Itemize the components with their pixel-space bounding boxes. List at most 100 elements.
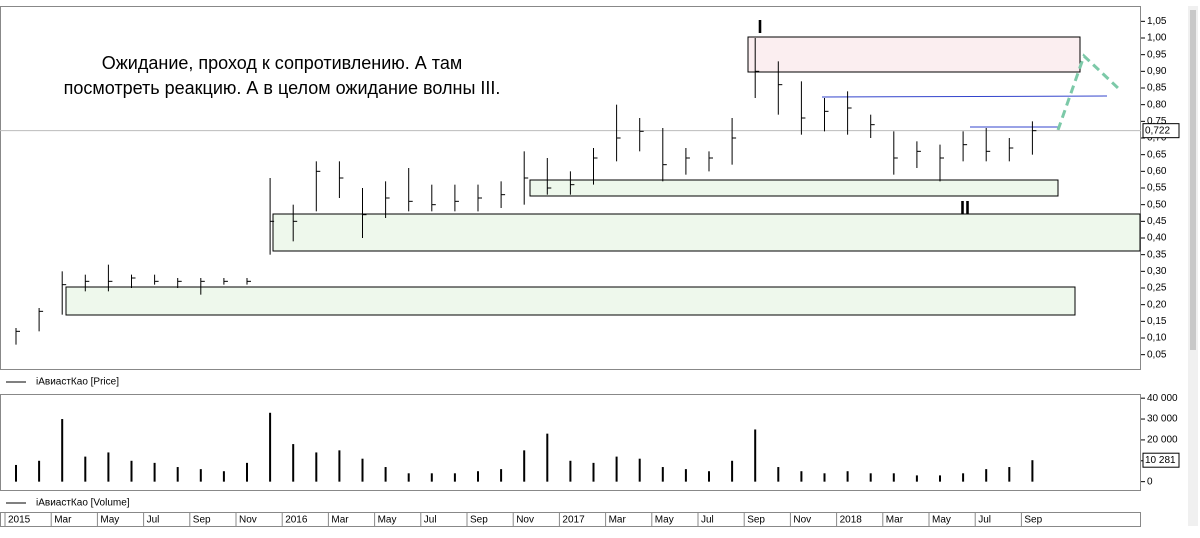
volume-bar (939, 475, 941, 482)
y-tick-label: 0,85 (1147, 83, 1167, 94)
volume-bar (638, 458, 641, 482)
y-tick-label: 1,00 (1147, 33, 1167, 44)
x-tick-label: Sep (1024, 515, 1042, 526)
x-tick-label: May (932, 515, 951, 526)
annotation: Ожидание, проход к сопротивлению. А там (102, 53, 462, 73)
x-tick-label: Jul (701, 515, 714, 526)
y-tick-label: 0,80 (1147, 99, 1167, 110)
volume-bar (430, 473, 433, 482)
y-tick-label: 40 000 (1147, 393, 1178, 404)
price-panel (0, 6, 1141, 370)
y-tick-label: 0,25 (1147, 283, 1167, 294)
volume-bar (292, 444, 295, 482)
x-tick-label: May (378, 515, 397, 526)
volume-bar (130, 460, 133, 482)
volume-bar (315, 452, 318, 482)
x-tick-label: 2016 (285, 515, 308, 526)
x-tick-label: May (100, 515, 119, 526)
legend-label: iАвиастКао [Volume] (36, 498, 130, 509)
x-tick-label: Jul (424, 515, 437, 526)
y-tick-label: 0,65 (1147, 149, 1167, 160)
legend-label: iАвиастКао [Price] (36, 377, 119, 388)
volume-bar (846, 471, 849, 482)
y-tick-label: 0,95 (1147, 49, 1167, 60)
volume-bar (731, 460, 734, 482)
volume-bar (199, 469, 202, 482)
y-tick-label: 0,55 (1147, 183, 1167, 194)
x-tick-label: 2015 (8, 515, 31, 526)
volume-bar (338, 450, 341, 482)
volume-bar (915, 475, 918, 482)
y-tick-label: 0,20 (1147, 299, 1167, 310)
volume-bar (1008, 467, 1011, 482)
volume-bar (962, 473, 965, 482)
y-tick-label: 0,75 (1147, 116, 1167, 127)
y-tick-label: 0,05 (1147, 349, 1167, 360)
volume-bar (800, 471, 803, 482)
volume-bar (84, 456, 87, 482)
volume-bar (985, 469, 988, 482)
x-tick-label: Jul (147, 515, 160, 526)
volume-bar (477, 471, 479, 482)
volume-bar (361, 458, 364, 482)
x-tick-label: Mar (886, 515, 904, 526)
annotation: посмотреть реакцию. А в целом ожидание в… (64, 78, 501, 98)
volume-bar (592, 462, 595, 482)
x-tick-label: Mar (54, 515, 72, 526)
x-tick-label: Mar (609, 515, 627, 526)
volume-bar (569, 460, 572, 482)
volume-bar (1031, 460, 1034, 482)
volume-bar (684, 469, 687, 482)
forecast-arrow (1056, 53, 1120, 131)
current-label: 10 281 (1145, 455, 1176, 466)
y-tick-label: 0,10 (1147, 333, 1167, 344)
y-tick-label: 20 000 (1147, 435, 1178, 446)
current-box (1142, 123, 1180, 139)
x-tick-label: Sep (470, 515, 488, 526)
volume-bar (269, 412, 272, 482)
volume-bar (61, 419, 64, 482)
volume-bar (38, 460, 41, 482)
volume-bar (615, 456, 618, 482)
volume-bar (222, 471, 225, 482)
volume-bar (384, 467, 387, 482)
volume-bar (246, 462, 248, 482)
x-tick-label: Nov (793, 515, 811, 526)
y-tick-label: 0,30 (1147, 266, 1167, 277)
x-tick-label: 2017 (562, 515, 585, 526)
x-tick-label: Sep (193, 515, 211, 526)
volume-bar (546, 433, 549, 482)
time-axis (0, 512, 1141, 527)
resistance-zone (747, 36, 1081, 73)
volume-bar (500, 469, 503, 482)
current-label: 0,722 (1145, 125, 1170, 136)
volume-bar (176, 467, 179, 482)
volume-bar (823, 473, 826, 482)
x-tick-label: Nov (516, 515, 534, 526)
x-tick-label: Sep (747, 515, 765, 526)
scrollbar-thumb[interactable] (1190, 10, 1196, 350)
volume-bar (661, 467, 664, 482)
y-tick-label: 30 000 (1147, 414, 1178, 425)
volume-bar (777, 467, 780, 482)
y-tick-label: 0,60 (1147, 166, 1167, 177)
wave-label: I (757, 17, 762, 37)
current-box (1142, 452, 1180, 468)
support-zone (529, 179, 1059, 197)
y-tick-label: 1,05 (1147, 16, 1167, 27)
volume-bar (107, 452, 110, 482)
volume-bar (754, 429, 757, 482)
x-tick-label: Jul (978, 515, 991, 526)
support-zone (65, 286, 1076, 316)
y-tick-label: 0,50 (1147, 199, 1167, 210)
x-tick-label: Nov (239, 515, 257, 526)
y-tick-label: 0,40 (1147, 233, 1167, 244)
volume-bar (892, 473, 895, 482)
volume-bar (708, 471, 710, 482)
y-tick-label: 0,45 (1147, 216, 1167, 227)
volume-bar (153, 462, 156, 482)
y-tick-label: 0,35 (1147, 249, 1167, 260)
x-tick-label: May (655, 515, 674, 526)
